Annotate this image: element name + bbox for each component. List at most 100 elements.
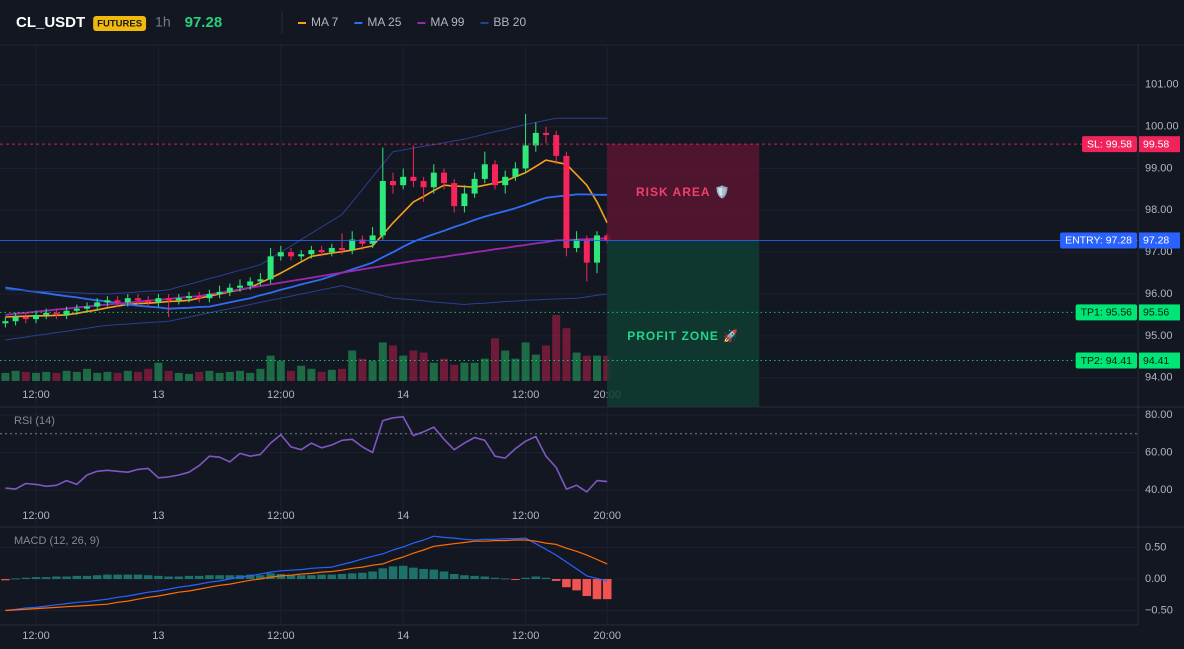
macd-histogram-bar [286,574,296,580]
macd-histogram-bar [164,576,173,580]
volume-bar [593,355,601,381]
macd-line [5,535,608,612]
y-tick-label: 97.00 [1145,246,1173,258]
volume-bar [1,372,10,381]
profit-zone [607,240,760,407]
macd-histogram-bar [82,575,92,580]
macd-histogram-bar [511,579,520,581]
macd-histogram-bar [531,576,541,580]
level-label-bg [1082,136,1137,153]
candle-body [226,287,233,292]
candle-body [155,298,162,303]
macd-histogram-bar [347,573,357,580]
macd-histogram-bar [500,578,510,580]
volume-bar [11,370,20,381]
macd-histogram-bar [327,574,337,580]
macd-histogram-bar [470,575,479,580]
volume-bar [348,350,357,381]
zone-label: RISK AREA 🛡️ [636,185,730,199]
volume-bar [338,368,346,381]
legend-entry: MA 99 [430,15,464,29]
macd-histogram-bar [31,577,41,580]
macd-histogram-bar [143,575,153,580]
x-tick-label: 12:00 [22,389,50,401]
candle-body [532,132,539,146]
volume-bar [491,338,499,381]
volume-bar [480,358,489,381]
macd-histogram-bar [1,579,10,581]
volume-bar [460,362,469,381]
candle-body [22,317,29,320]
candle-body [492,164,498,186]
candle-body [84,306,90,309]
x-tick-label: 12:00 [22,630,50,642]
candle-body [267,256,274,280]
candle-body [135,298,141,301]
macd-histogram-bar [358,572,367,580]
y-tick-label: 101.00 [1145,79,1179,91]
volume-bar [297,365,306,381]
zone-label: PROFIT ZONE 🚀 [627,329,739,343]
macd-histogram-bar [429,569,439,580]
x-tick-label: 12:00 [512,510,540,522]
x-tick-label: 14 [397,389,409,401]
volume-bar [389,345,397,381]
volume-bar [501,350,510,381]
axis-price-tag [1139,232,1180,249]
candle-body [73,308,80,311]
y-tick-label: 100.00 [1145,121,1179,133]
volume-bar [246,372,255,381]
axis-price-label: 97.28 [1143,235,1169,247]
candle-body [583,239,590,263]
volume-bar [317,371,326,381]
macd-histogram-bar [307,575,316,580]
volume-bar [409,350,418,381]
macd-histogram-bar [419,568,428,580]
volume-bar [236,370,244,381]
volume-bar [358,358,367,381]
symbol: CL_USDT [16,14,85,31]
macd-histogram-bar [41,577,51,580]
volume-bar [276,360,285,381]
macd-histogram-bar [256,575,265,580]
volume-bar [144,368,153,381]
candle-body [43,312,50,315]
last-price: 97.28 [185,14,223,31]
badge-bg [93,16,147,31]
macd-histogram-bar [337,573,347,580]
volume-bar [225,371,234,381]
candle-body [33,314,39,320]
candle-body [124,298,131,303]
macd-histogram-bar [266,573,275,580]
volume-bar [72,371,81,381]
candle-body [104,300,111,303]
macd-histogram-bar [592,579,602,600]
y-tick-label: 0.00 [1145,573,1166,585]
candle-body [114,300,121,303]
volume-bar [83,368,91,381]
macd-histogram-bar [245,574,255,580]
x-tick-label: 12:00 [267,389,295,401]
volume-bar [174,372,183,381]
candle-body [390,181,396,186]
interval: 1h [155,14,171,30]
volume-bar [450,364,459,381]
candle-body [339,247,345,251]
macd-histogram-bar [562,579,571,588]
badge: FUTURES [97,19,142,30]
macd-histogram-bar [317,574,326,580]
axis-price-tag [1139,304,1180,321]
volume-bar [307,368,316,381]
volume-bar [552,315,561,381]
x-tick-label: 12:00 [267,510,295,522]
y-tick-label: −0.50 [1145,604,1173,616]
macd-histogram-bar [582,579,592,597]
macd-histogram-bar [398,565,408,580]
candle-body [237,285,243,288]
x-tick-label: 13 [152,389,164,401]
candle-body [461,193,468,207]
x-tick-label: 12:00 [512,630,540,642]
volume-bar [21,371,30,381]
level-label: TP1: 95.56 [1081,307,1133,319]
panel-title: MACD (12, 26, 9) [14,535,100,547]
